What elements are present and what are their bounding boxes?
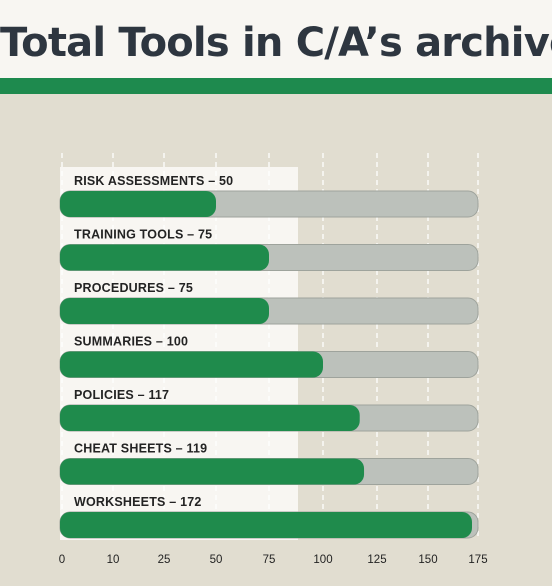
x-tick-label-75: 75 — [263, 554, 276, 566]
bar-label-summaries: SUMMARIES – 100 — [74, 335, 188, 349]
bar-risk-assessments — [60, 191, 216, 217]
x-tick-label-10: 10 — [107, 554, 120, 566]
bar-label-worksheets: WORKSHEETS – 172 — [74, 495, 202, 509]
bar-worksheets — [60, 512, 472, 538]
x-tick-label-100: 100 — [313, 554, 332, 566]
x-tick-label-25: 25 — [158, 554, 171, 566]
bar-label-training-tools: TRAINING TOOLS – 75 — [74, 228, 212, 242]
x-tick-label-0: 0 — [59, 554, 65, 566]
bar-summaries — [60, 351, 323, 378]
x-tick-label-50: 50 — [210, 554, 223, 566]
accent-band — [0, 78, 552, 94]
x-tick-label-125: 125 — [367, 554, 386, 566]
title-header: Total Tools in C/A’s archive — [0, 0, 552, 78]
bar-label-cheat-sheets: CHEAT SHEETS – 119 — [74, 442, 207, 456]
bar-policies — [60, 405, 360, 431]
bar-label-policies: POLICIES – 117 — [74, 388, 169, 402]
x-tick-label-150: 150 — [418, 554, 437, 566]
bar-label-procedures: PROCEDURES – 75 — [74, 281, 193, 295]
bar-label-risk-assessments: RISK ASSESSMENTS – 50 — [74, 174, 233, 188]
page-title: Total Tools in C/A’s archive — [0, 20, 552, 66]
bar-cheat-sheets — [60, 458, 365, 485]
bar-procedures — [60, 298, 269, 324]
x-tick-label-175: 175 — [468, 554, 487, 566]
bar-training-tools — [60, 244, 269, 271]
